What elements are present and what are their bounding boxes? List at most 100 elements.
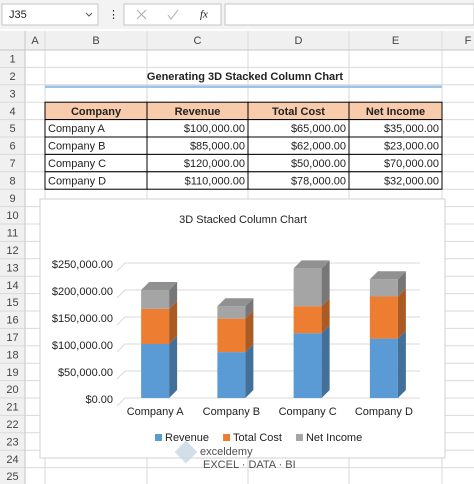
y-tick-label: $0.00 [85, 394, 113, 406]
watermark-brand: exceldemy [200, 446, 253, 458]
row-number: 25 [6, 471, 18, 483]
table-header-text: Revenue [175, 106, 221, 118]
grid-line [116, 397, 420, 407]
bar-side [321, 298, 330, 334]
row-number: 18 [6, 349, 18, 361]
table-text: $35,000.00 [384, 123, 439, 135]
row-number: 16 [6, 315, 18, 327]
table-text: Company B [48, 141, 105, 153]
bar-side [169, 336, 178, 398]
row-number: 1 [9, 54, 15, 66]
bar-side [169, 282, 178, 309]
column-header-bar [0, 31, 474, 50]
bar-side [321, 260, 330, 307]
row-number: 15 [6, 297, 18, 309]
dropdown-arrow[interactable] [85, 12, 93, 17]
row-number: 24 [6, 454, 18, 466]
table-text: $65,000.00 [291, 123, 346, 135]
y-tick-label: $150,000.00 [52, 313, 113, 325]
row-number: 17 [6, 332, 18, 344]
formula-input[interactable] [224, 3, 474, 26]
legend-swatch [155, 434, 162, 441]
bar-segment [217, 352, 246, 398]
row-number: 14 [6, 280, 18, 292]
row-number: 19 [6, 367, 18, 379]
bar-segment [217, 306, 246, 319]
fx-icon[interactable]: fx [200, 9, 208, 21]
name-box-text: J35 [9, 9, 27, 21]
bar-side [397, 288, 406, 339]
bar-top [217, 298, 254, 307]
table-header-text: Total Cost [272, 106, 325, 118]
enter-icon[interactable] [167, 9, 179, 20]
row-number: 20 [6, 384, 18, 396]
row-number: 11 [7, 228, 18, 240]
sheet-title: Generating 3D Stacked Column Chart [147, 71, 344, 83]
table-text: $50,000.00 [291, 158, 346, 170]
bar-segment [293, 306, 322, 334]
y-tick-label: $50,000.00 [58, 367, 113, 379]
bar-side [321, 325, 330, 398]
bar-segment [141, 308, 170, 344]
bar-top [293, 260, 330, 269]
y-tick-label: $100,000.00 [52, 340, 113, 352]
bar-side [245, 344, 254, 398]
bar-segment [369, 296, 398, 339]
table-text: $85,000.00 [190, 141, 245, 153]
table-text: $110,000.00 [185, 175, 245, 187]
bar-side [245, 310, 254, 353]
x-tick-label: Company B [203, 406, 260, 418]
bar-segment [141, 290, 170, 309]
column-letter: C [194, 35, 202, 47]
row-number: 21 [6, 402, 18, 414]
bar-segment [217, 318, 246, 353]
bar-top [141, 282, 178, 290]
y-tick-label: $200,000.00 [52, 286, 113, 298]
table-text: Company C [48, 158, 106, 170]
table-text: $32,000.00 [384, 175, 439, 187]
row-number: 22 [6, 419, 18, 431]
row-number: 9 [9, 193, 15, 205]
column-letter: E [392, 35, 399, 47]
row-number: 13 [6, 262, 18, 274]
row-number: 10 [6, 210, 18, 222]
table-text: $23,000.00 [384, 141, 439, 153]
x-tick-label: Company D [355, 406, 413, 418]
row-number: 2 [9, 71, 15, 83]
column-letter: D [295, 35, 303, 47]
name-box[interactable] [1, 3, 99, 26]
row-number: 4 [9, 106, 15, 118]
row-number: 23 [6, 436, 18, 448]
y-tick-label: $250,000.00 [52, 259, 113, 271]
table-text: $120,000.00 [184, 158, 245, 170]
table-text: $62,000.00 [291, 141, 346, 153]
table-text: $78,000.00 [291, 175, 346, 187]
column-letter: A [31, 35, 39, 47]
cancel-icon[interactable] [136, 9, 147, 20]
column-letter: F [465, 35, 472, 47]
formula-buttons [123, 3, 222, 26]
bar-side [397, 271, 406, 297]
bar-side [245, 298, 254, 319]
table-text: $100,000.00 [184, 123, 245, 135]
row-header-bar [0, 31, 25, 484]
bar-segment [293, 268, 322, 307]
table-text: Company A [48, 123, 106, 135]
x-tick-label: Company C [279, 406, 337, 418]
legend-swatch [295, 434, 303, 441]
bar-top [369, 271, 406, 280]
watermark-tagline: EXCEL · DATA · BI [203, 459, 296, 471]
bar-side [397, 330, 406, 398]
table-cell [348, 171, 443, 190]
table-text: $70,000.00 [384, 158, 439, 170]
legend-label: Total Cost [233, 432, 282, 444]
table-header-text: Net Income [366, 106, 425, 118]
row-number: 6 [9, 141, 15, 153]
sheet-content: Generating 3D Stacked Column Chart Compan… [39, 71, 446, 471]
table-text: Company D [48, 175, 106, 187]
bar-segment [293, 333, 322, 398]
legend-label: Net Income [306, 432, 362, 444]
separator: ⋮ [108, 9, 119, 21]
table-header-text: Company [71, 106, 122, 118]
